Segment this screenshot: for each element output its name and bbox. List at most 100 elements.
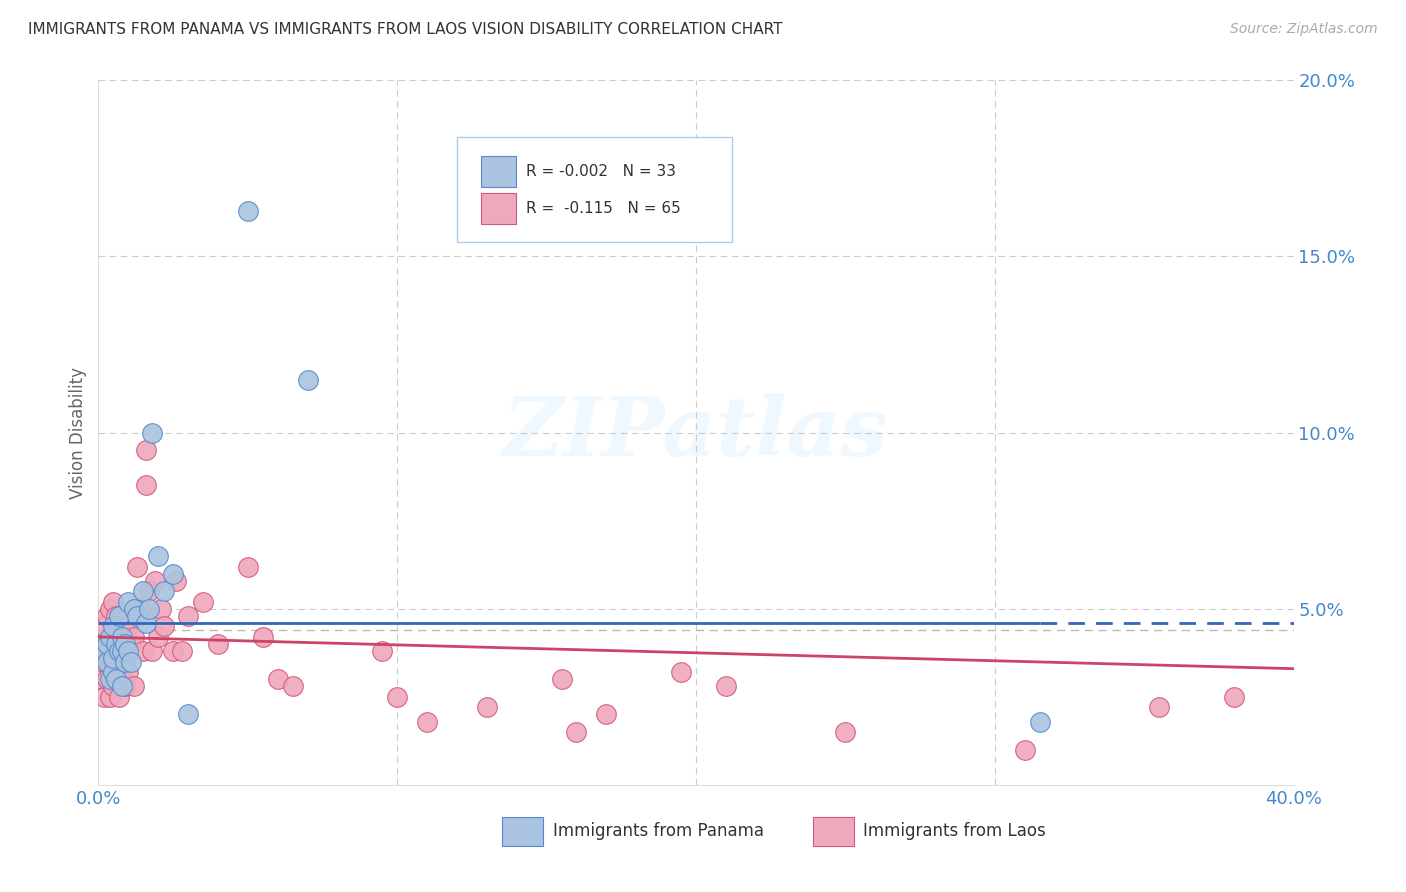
- Point: [669, 665, 692, 680]
- Point: [103, 651, 125, 665]
- Point: [108, 690, 131, 704]
- Point: [124, 601, 146, 615]
- Point: [371, 644, 394, 658]
- Text: R =  -0.115   N = 65: R = -0.115 N = 65: [526, 201, 681, 216]
- Point: [96, 673, 118, 687]
- Point: [138, 601, 160, 615]
- Point: [103, 679, 125, 693]
- Point: [103, 630, 125, 644]
- Point: [385, 690, 409, 704]
- Point: [124, 630, 146, 644]
- Point: [90, 637, 112, 651]
- Point: [93, 690, 115, 704]
- Point: [416, 714, 439, 729]
- Point: [120, 637, 142, 651]
- Point: [177, 608, 200, 623]
- Text: R = -0.002   N = 33: R = -0.002 N = 33: [526, 164, 676, 179]
- Point: [162, 566, 184, 581]
- Point: [236, 559, 259, 574]
- Point: [475, 700, 498, 714]
- Point: [93, 655, 115, 669]
- Point: [117, 665, 139, 680]
- Point: [108, 644, 131, 658]
- Point: [111, 679, 134, 693]
- Point: [98, 601, 122, 615]
- Point: [132, 644, 155, 658]
- Point: [714, 679, 737, 693]
- Point: [834, 725, 856, 739]
- Point: [135, 478, 157, 492]
- Point: [148, 549, 170, 563]
- Point: [172, 644, 194, 658]
- Point: [143, 574, 166, 588]
- Point: [111, 673, 134, 687]
- Point: [96, 608, 118, 623]
- Point: [153, 584, 176, 599]
- Point: [103, 619, 125, 633]
- Point: [108, 644, 131, 658]
- Point: [124, 679, 146, 693]
- Point: [132, 584, 155, 599]
- Point: [127, 608, 149, 623]
- Point: [105, 644, 128, 658]
- Point: [135, 443, 157, 458]
- Point: [1223, 690, 1246, 704]
- Point: [105, 673, 128, 687]
- Point: [120, 655, 142, 669]
- Point: [105, 673, 128, 687]
- Point: [162, 644, 184, 658]
- Point: [129, 601, 152, 615]
- Point: [1028, 714, 1050, 729]
- Point: [1147, 700, 1170, 714]
- Point: [550, 673, 572, 687]
- Point: [90, 673, 112, 687]
- Point: [165, 574, 187, 588]
- Point: [111, 630, 134, 644]
- Point: [111, 630, 134, 644]
- Point: [98, 690, 122, 704]
- Point: [108, 619, 131, 633]
- Point: [141, 644, 163, 658]
- Point: [117, 595, 139, 609]
- Point: [98, 637, 122, 651]
- Point: [93, 619, 115, 633]
- Point: [108, 608, 131, 623]
- Text: IMMIGRANTS FROM PANAMA VS IMMIGRANTS FROM LAOS VISION DISABILITY CORRELATION CHA: IMMIGRANTS FROM PANAMA VS IMMIGRANTS FRO…: [28, 22, 783, 37]
- Point: [141, 425, 163, 440]
- Point: [114, 644, 136, 658]
- Point: [111, 644, 134, 658]
- Text: Source: ZipAtlas.com: Source: ZipAtlas.com: [1230, 22, 1378, 37]
- Point: [96, 644, 118, 658]
- Point: [114, 655, 136, 669]
- Point: [117, 644, 139, 658]
- FancyBboxPatch shape: [502, 817, 543, 847]
- Text: Immigrants from Panama: Immigrants from Panama: [553, 822, 763, 839]
- FancyBboxPatch shape: [481, 193, 516, 224]
- Point: [297, 373, 319, 387]
- Point: [98, 630, 122, 644]
- Point: [1014, 742, 1036, 756]
- Point: [98, 655, 122, 669]
- Point: [267, 673, 290, 687]
- Point: [127, 559, 149, 574]
- Point: [207, 637, 229, 651]
- Point: [103, 595, 125, 609]
- Point: [98, 673, 122, 687]
- Point: [191, 595, 214, 609]
- Point: [105, 637, 128, 651]
- Point: [114, 637, 136, 651]
- Point: [236, 203, 259, 218]
- Point: [177, 707, 200, 722]
- Point: [150, 601, 173, 615]
- Point: [138, 584, 160, 599]
- FancyBboxPatch shape: [813, 817, 853, 847]
- Point: [595, 707, 617, 722]
- Point: [153, 619, 176, 633]
- Point: [105, 608, 128, 623]
- Point: [565, 725, 588, 739]
- Point: [103, 655, 125, 669]
- Point: [96, 637, 118, 651]
- Point: [93, 644, 115, 658]
- Point: [117, 619, 139, 633]
- Point: [135, 615, 157, 630]
